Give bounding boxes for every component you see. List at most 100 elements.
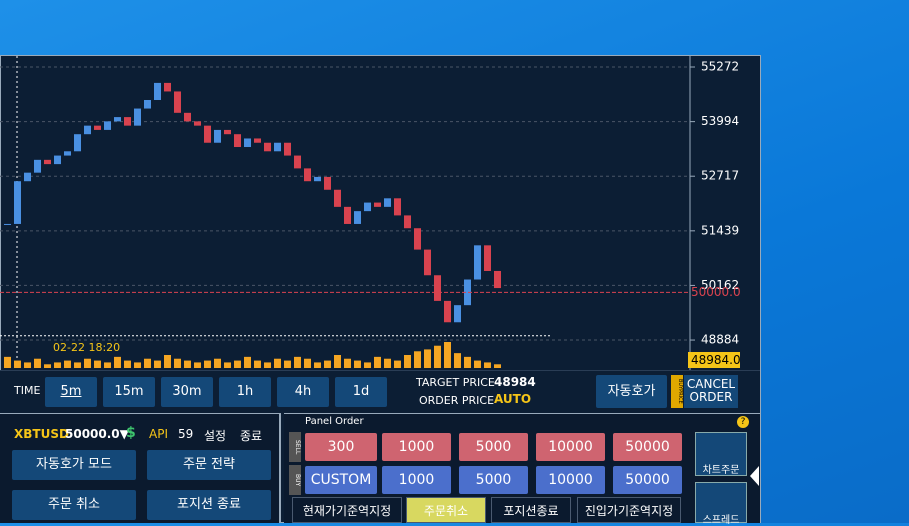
last-price-box [688,352,740,368]
volume-bar [334,355,341,368]
candle [104,121,111,130]
volume-bar [154,360,161,368]
buy-tag: BUY [289,465,301,495]
volume-bar [44,364,51,368]
candle [224,129,231,135]
volume-bar [184,360,191,368]
volume-bar [354,360,361,368]
candle [4,223,11,225]
volume-bar [134,362,141,368]
volume-bar [4,356,11,368]
timeframe-button[interactable]: 1d [335,377,387,407]
candle [64,151,71,156]
volume-bar [324,360,331,368]
candle [34,159,41,173]
buy-button[interactable]: 10000 [536,466,605,494]
last-price-label: 48984.0 [691,353,741,367]
exit-link[interactable]: 종료 [240,429,263,443]
candle [334,189,341,207]
candle [114,117,121,122]
volume-bar [254,360,261,368]
candle [444,300,451,323]
candle [144,99,151,109]
panel-button[interactable]: 주문 취소 [12,490,136,520]
candle [364,202,371,212]
volume-bar [304,358,311,368]
y-tick-label: 50162 [701,278,739,292]
candle [54,155,61,165]
candle [324,176,331,190]
volume-bar [194,362,201,368]
candle [234,134,241,148]
buy-button[interactable]: 50000 [613,466,682,494]
volume-bar [414,351,421,368]
volume-bar [404,355,411,368]
panel-title: Panel Order [305,416,364,427]
sell-button[interactable]: 1000 [382,433,451,461]
volume-bar [104,362,111,368]
price-chart: 48884 50162 51439 52717 53994 55272 50000.0 489… [0,56,741,370]
candle [474,245,481,280]
volume-bar [244,356,251,368]
volume-bar [444,342,451,368]
timeframe-button[interactable]: 1h [219,377,271,407]
volume-bar [64,360,71,368]
candle [304,168,311,182]
volume-bar [314,362,321,368]
timeframe-button[interactable]: 30m [161,377,213,407]
volume-bar [224,362,231,368]
candle [494,270,501,289]
candle [464,279,471,306]
panel-button[interactable]: 포지션 종료 [147,490,271,520]
candle [154,82,161,100]
volume-bar [344,358,351,368]
sell-button[interactable]: 10000 [536,433,605,461]
volume-bar [164,355,171,368]
volume-bar [364,362,371,368]
candle [294,155,301,169]
timeframe-button[interactable]: 15m [103,377,155,407]
collapse-arrow[interactable] [750,466,759,486]
spread-button[interactable]: 스프레드 [695,482,747,526]
candle [414,228,421,250]
candle [484,245,491,271]
candle [454,305,461,323]
buy-button[interactable]: CUSTOM [305,466,377,494]
settings-link[interactable]: 설정 [204,429,227,443]
sell-button[interactable]: 300 [305,433,377,461]
candle [24,172,31,182]
action-button[interactable]: 주문취소 [406,497,486,523]
timeframe-button[interactable]: 5m [45,377,97,407]
volume-bar [424,349,431,368]
buy-button[interactable]: 5000 [459,466,528,494]
volume-bar [274,358,281,368]
cancel-order-button[interactable]: CANCEL ORDER [684,375,738,408]
auto-quote-button[interactable]: 자동호가 [596,375,667,408]
time-label: 02-22 18:20 [53,341,120,354]
action-button[interactable]: 포지션종료 [491,497,571,523]
candle [124,117,131,126]
volume-bar [144,358,151,368]
help-icon[interactable]: ? [737,416,749,428]
action-button[interactable]: 현재가기준역지정 [292,497,402,523]
sell-tag: SELL [289,432,301,462]
volume-bar [484,362,491,368]
candle [94,125,101,130]
volume-bar [284,360,291,368]
sell-button[interactable]: 50000 [613,433,682,461]
api-count: 59 [178,427,194,441]
candle [254,138,261,143]
buy-button[interactable]: 1000 [382,466,451,494]
y-tick-label: 53994 [701,114,739,128]
candle [244,138,251,148]
panel-button[interactable]: 주문 전략 [147,450,271,480]
volume-bar [124,360,131,368]
volume-bar [294,356,301,368]
dollar-icon: $ [126,425,136,441]
timeframe-button[interactable]: 4h [277,377,329,407]
action-button[interactable]: 진입가기준역지정 [577,497,681,523]
panel-button[interactable]: 자동호가 모드 [12,450,136,480]
candle [184,112,191,122]
chart-order-button[interactable]: 차트주문 [695,432,747,476]
sell-button[interactable]: 5000 [459,433,528,461]
